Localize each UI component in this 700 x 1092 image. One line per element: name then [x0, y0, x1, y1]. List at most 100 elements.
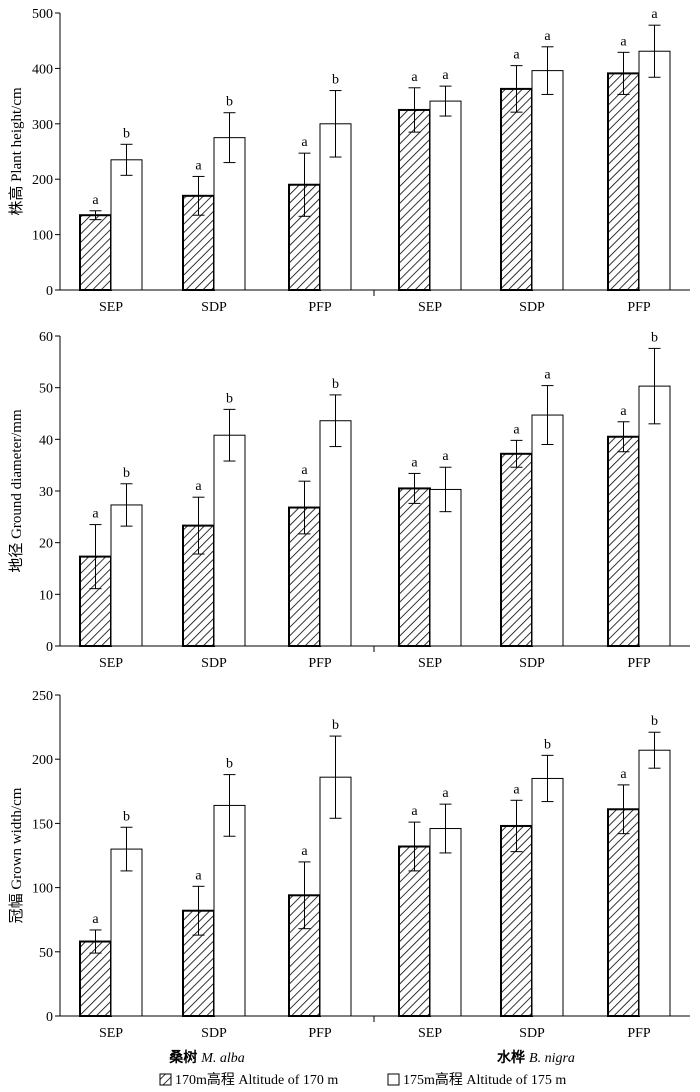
y-tick-label: 200: [32, 173, 53, 188]
significance-letter: a: [620, 34, 627, 49]
significance-letter: a: [92, 912, 99, 927]
category-label: PFP: [308, 300, 332, 315]
y-axis-title: 株高 Plant height/cm: [8, 87, 25, 216]
y-tick-label: 20: [39, 537, 53, 552]
panel-2: 0 10 20 30 40 50 60 地径 Ground diameter/mm a b SEP a…: [8, 330, 690, 671]
y-tick-label: 0: [46, 640, 53, 655]
significance-letter: a: [411, 455, 418, 470]
significance-letter: a: [411, 804, 418, 819]
y-tick-label: 0: [46, 1010, 53, 1025]
y-tick-label: 60: [39, 330, 53, 345]
bar-175m: [429, 828, 462, 1017]
bar-175m: [429, 100, 462, 291]
category-label: SDP: [519, 1026, 545, 1041]
significance-letter: a: [195, 479, 202, 494]
category-label: SDP: [201, 1026, 227, 1041]
significance-letter: a: [544, 368, 551, 383]
significance-letter: a: [442, 68, 449, 83]
group-label-m-alba-latin: M. alba: [200, 1051, 245, 1066]
bar-175m: [429, 488, 462, 647]
y-axis-title: 冠幅 Grown width/cm: [8, 787, 25, 923]
category-label: SDP: [201, 656, 227, 671]
bar-175m: [638, 749, 671, 1017]
bar-170m: [500, 824, 533, 1018]
y-tick-label: 200: [32, 753, 53, 768]
significance-letter: b: [332, 377, 339, 392]
bar-170m: [607, 808, 640, 1017]
bar-175m: [531, 414, 564, 647]
category-label: PFP: [627, 300, 651, 315]
category-label: PFP: [627, 1026, 651, 1041]
category-label: SDP: [519, 300, 545, 315]
significance-letter: a: [513, 48, 520, 63]
group-label-b-nigra-latin: B. nigra: [529, 1051, 575, 1066]
bar-170m: [500, 87, 533, 292]
significance-letter: a: [92, 193, 99, 208]
significance-letter: b: [226, 95, 233, 110]
significance-letter: a: [301, 844, 308, 859]
category-label: PFP: [308, 656, 332, 671]
category-label: SEP: [99, 656, 123, 671]
category-label: SDP: [201, 300, 227, 315]
significance-letter: b: [123, 126, 130, 141]
bar-170m: [398, 108, 431, 291]
significance-letter: b: [544, 737, 551, 752]
legend-label-170m: 170m高程 Altitude of 170 m: [175, 1071, 338, 1088]
category-label: SEP: [418, 656, 442, 671]
bar-175m: [531, 777, 564, 1017]
significance-letter: b: [226, 757, 233, 772]
significance-letter: b: [123, 809, 130, 824]
bar-170m: [398, 487, 431, 647]
y-tick-label: 0: [46, 284, 53, 299]
panel-1: 0 100 200 300 400 500 株高 Plant height/cm a b SEP a…: [8, 7, 690, 315]
category-label: PFP: [308, 1026, 332, 1041]
significance-letter: a: [301, 135, 308, 150]
y-tick-label: 50: [39, 382, 53, 397]
bar-175m: [213, 434, 246, 647]
y-tick-label: 250: [32, 689, 53, 704]
significance-letter: b: [332, 73, 339, 88]
y-tick-label: 40: [39, 433, 53, 448]
bar-170m: [607, 435, 640, 647]
group-label-b-nigra-zh: 水桦: [497, 1049, 525, 1066]
legend-swatch-hatched: [159, 1073, 172, 1086]
y-axis-title: 地径 Ground diameter/mm: [8, 409, 25, 573]
y-tick-label: 50: [39, 946, 53, 961]
significance-letter: a: [513, 782, 520, 797]
y-tick-label: 100: [32, 882, 53, 897]
category-label: SEP: [418, 300, 442, 315]
y-tick-label: 400: [32, 62, 53, 77]
bar-170m: [398, 845, 431, 1018]
y-tick-label: 500: [32, 7, 53, 22]
significance-letter: a: [442, 449, 449, 464]
significance-letter: b: [651, 714, 658, 729]
significance-letter: b: [332, 718, 339, 733]
y-tick-label: 100: [32, 229, 53, 244]
significance-letter: a: [92, 507, 99, 522]
category-label: SEP: [99, 1026, 123, 1041]
significance-letter: a: [544, 29, 551, 44]
significance-letter: a: [301, 463, 308, 478]
significance-letter: a: [651, 7, 658, 22]
significance-letter: a: [411, 70, 418, 85]
significance-letter: b: [651, 330, 658, 345]
y-tick-label: 300: [32, 118, 53, 133]
category-label: SEP: [99, 300, 123, 315]
category-label: PFP: [627, 656, 651, 671]
bar-175m: [110, 159, 143, 291]
significance-letter: b: [226, 391, 233, 406]
bar-170m: [500, 452, 533, 647]
bar-175m: [531, 70, 564, 291]
bar-175m: [638, 385, 671, 647]
category-label: SDP: [519, 656, 545, 671]
significance-letter: a: [195, 868, 202, 883]
significance-letter: a: [195, 158, 202, 173]
significance-letter: a: [620, 404, 627, 419]
panel-3: 0 50 100 150 200 250 冠幅 Grown width/cm a b SEP a b S…: [8, 689, 690, 1041]
y-tick-label: 150: [32, 817, 53, 832]
significance-letter: a: [442, 786, 449, 801]
bar-175m: [213, 804, 246, 1017]
bar-170m: [607, 72, 640, 291]
bar-175m: [110, 848, 143, 1017]
